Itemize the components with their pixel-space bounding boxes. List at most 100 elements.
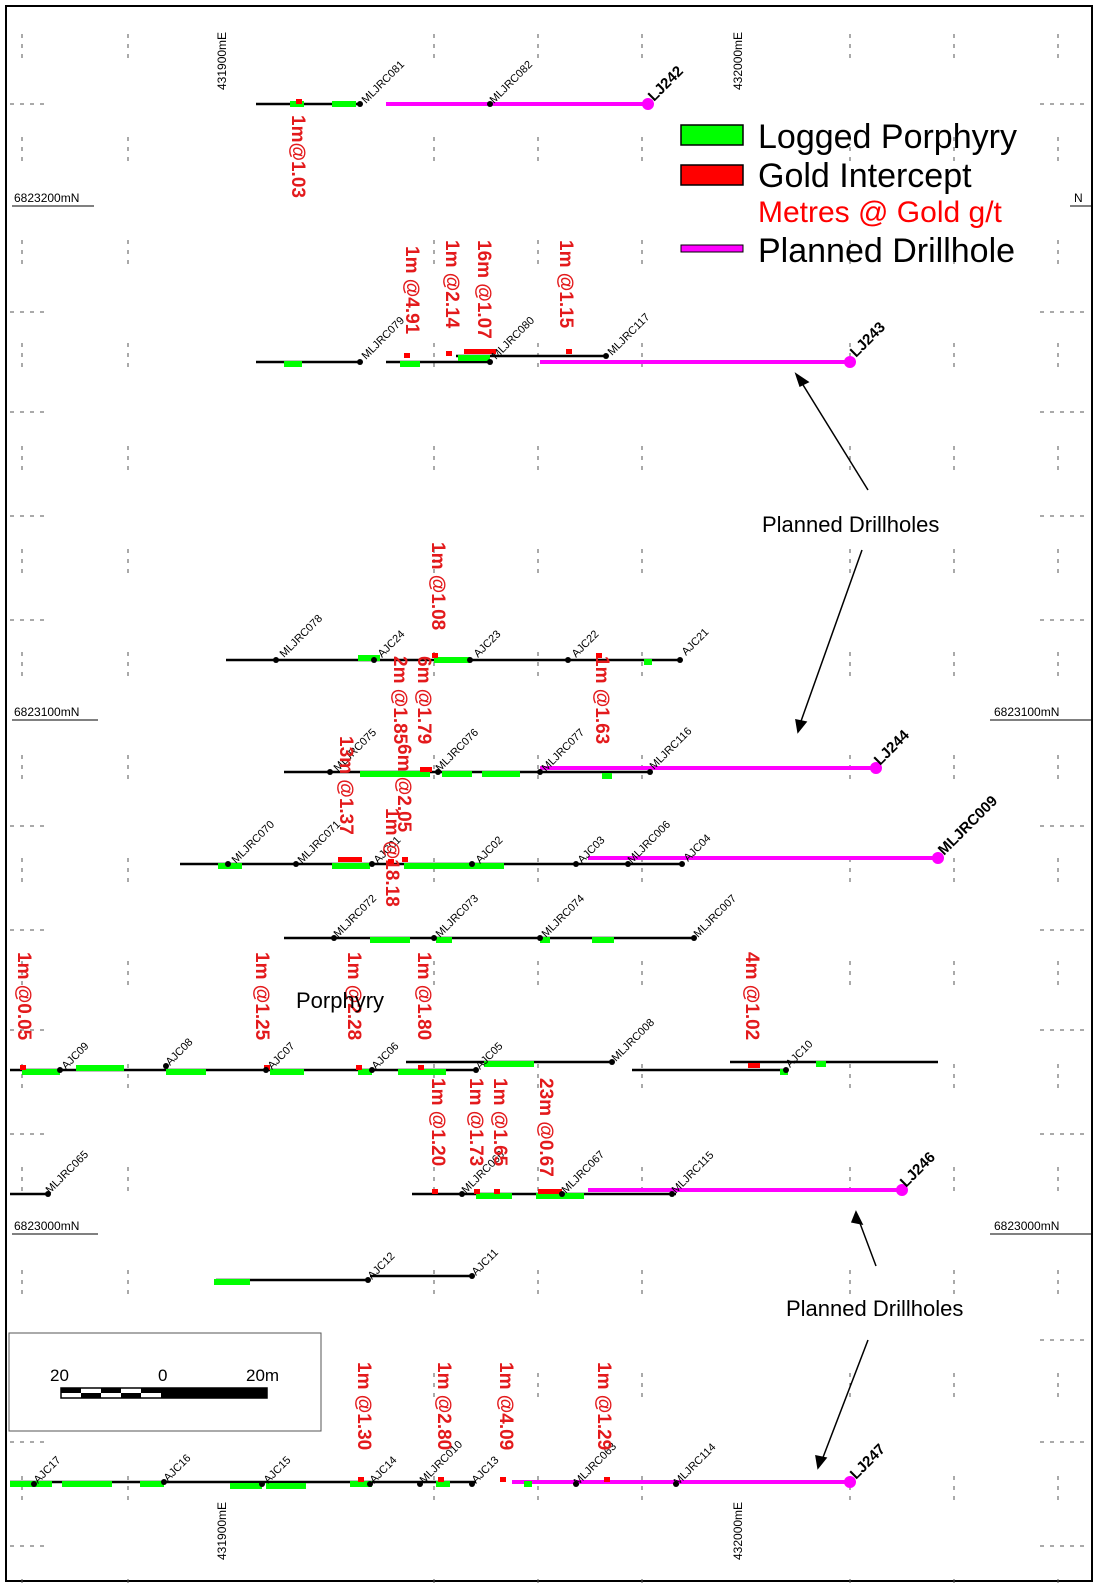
intercept-label: 1m @0.05 — [13, 952, 34, 1041]
collar-dot — [469, 861, 475, 867]
northing-labels: 6823200mN N 6823100mN 6823100mN 6823000m… — [12, 191, 1092, 1235]
arrow-line — [857, 1217, 877, 1267]
legend-porphyry-label: Logged Porphyry — [758, 118, 1017, 156]
collar-dot — [487, 359, 493, 365]
intercept-label: 1m @1.30 — [353, 1362, 374, 1450]
collar-dot — [371, 657, 377, 663]
gold-intercept-segment — [566, 349, 572, 354]
intercept-label: 1m @2.28 — [343, 952, 364, 1040]
northing-label-edge: N — [1074, 191, 1083, 205]
intercept-label: 1m @1.73 — [465, 1078, 486, 1166]
collar-dot — [263, 1067, 269, 1073]
gold-intercept-segment — [604, 1477, 610, 1482]
porphyry-segment — [332, 101, 356, 107]
gold-intercept-segment — [296, 99, 302, 104]
legend-gold-swatch — [680, 164, 744, 186]
northing-label-6823000-right: 6823000mN — [994, 1219, 1059, 1233]
intercept-label: 2m @1.85 — [389, 656, 410, 745]
gold-intercept-segment — [388, 859, 394, 864]
legend: Logged Porphyry Gold Intercept Metres @ … — [680, 118, 1017, 270]
arrow-line — [799, 379, 869, 491]
legend-gold-label: Gold Intercept — [758, 157, 972, 195]
collar-dot — [273, 657, 279, 663]
porphyry-segment — [482, 771, 520, 777]
planned-drillholes-label-bottom: Planned Drillholes — [786, 1296, 963, 1321]
legend-metres-label: Metres @ Gold g/t — [758, 196, 1003, 229]
porphyry-segment — [592, 937, 614, 943]
collar-dot — [537, 769, 543, 775]
collar-dot — [469, 1481, 475, 1487]
gold-intercept-segment — [494, 1189, 500, 1194]
porphyry-segment — [816, 1061, 826, 1067]
intercept-label: 1m @1.20 — [427, 1078, 448, 1166]
collar-dot — [537, 935, 543, 941]
collar-dot — [369, 1067, 375, 1073]
porphyry-segment — [602, 773, 612, 779]
arrow-line — [799, 549, 863, 725]
collar-dot — [565, 657, 571, 663]
gold-intercept-segment — [538, 1189, 562, 1194]
porphyry-segment — [332, 863, 370, 869]
drill-traces — [10, 98, 944, 1489]
gold-intercept-segment — [358, 1477, 364, 1482]
scale-bar: 20 0 20m — [8, 1332, 322, 1432]
planned-collar — [844, 356, 856, 368]
collar-dot — [417, 1481, 423, 1487]
intercept-label: 1m @1.15 — [555, 240, 576, 329]
porphyry-segment — [140, 1481, 164, 1487]
arrow-head — [850, 1210, 864, 1226]
porphyry-segment — [540, 937, 550, 943]
scale-segment — [101, 1388, 121, 1393]
planned-collar — [896, 1184, 908, 1196]
gold-intercept-segment — [748, 1063, 760, 1068]
collar-dot — [691, 935, 697, 941]
porphyry-segment — [436, 1481, 450, 1487]
intercept-label: 1m @1.63 — [591, 656, 612, 744]
scale-label-left: 20 — [50, 1366, 69, 1385]
scale-segment — [81, 1393, 101, 1398]
collar-dot — [467, 657, 473, 663]
porphyry-segment — [76, 1065, 124, 1071]
porphyry-segment — [458, 355, 490, 361]
porphyry-segment — [214, 1279, 250, 1285]
scale-segment — [121, 1393, 141, 1398]
scale-label-mid: 0 — [158, 1366, 167, 1385]
intercept-label: 13m @1.37 — [335, 736, 356, 835]
intercept-label: 6m @1.79 — [413, 656, 434, 744]
porphyry-segment — [166, 1069, 206, 1075]
collar-dot — [357, 101, 363, 107]
collar-dot — [625, 861, 631, 867]
porphyry-segment — [22, 1069, 60, 1075]
scale-segment — [141, 1388, 161, 1393]
gold-intercept-segment — [500, 1477, 506, 1482]
arrow-head — [795, 719, 808, 734]
collar-dot — [647, 769, 653, 775]
scale-segment — [61, 1388, 81, 1393]
porphyry-segment — [358, 1069, 372, 1075]
gold-intercept-segment — [432, 653, 438, 658]
collar-dot — [669, 1191, 675, 1197]
porphyry-segment — [484, 1061, 534, 1067]
intercept-label: 1m @1.25 — [251, 952, 272, 1041]
intercept-label: 1m @4.91 — [401, 246, 422, 335]
porphyry-segment — [270, 1069, 304, 1075]
intercept-label: 16m @1.07 — [473, 240, 494, 339]
porphyry-segment — [62, 1481, 112, 1487]
gold-intercept-segment — [474, 1189, 480, 1194]
gold-intercept-segment — [418, 1065, 424, 1070]
intercept-label: 1m@1.03 — [287, 115, 308, 198]
porphyry-segment — [358, 655, 380, 661]
planned-collar — [932, 852, 944, 864]
northing-label-6823200: 6823200mN — [14, 191, 79, 205]
intercept-label: 1m @1.80 — [413, 952, 434, 1040]
annotations: Porphyry Planned Drillholes Planned Dril… — [296, 372, 963, 1470]
planned-collar — [870, 762, 882, 774]
scale-segment-solid — [161, 1388, 267, 1398]
collar-dot — [573, 861, 579, 867]
intercept-label: 23m @0.67 — [535, 1078, 556, 1177]
collar-dot — [57, 1067, 63, 1073]
collar-dot — [369, 861, 375, 867]
scale-box — [8, 1332, 322, 1432]
intercept-label: 6m @2.05 — [393, 744, 414, 833]
easting-labels: 431900mE 432000mE 431900mE 432000mE — [215, 32, 745, 1560]
